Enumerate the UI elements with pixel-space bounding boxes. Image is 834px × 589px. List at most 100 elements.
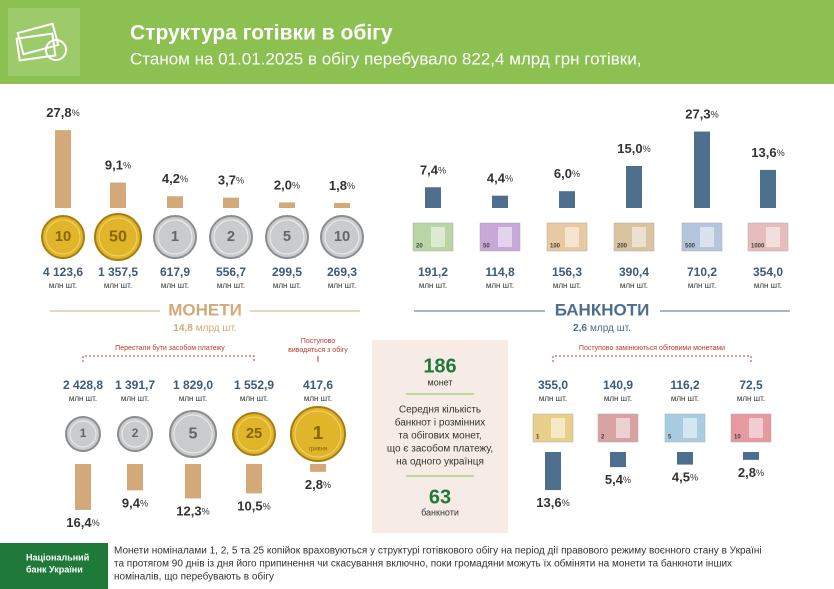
percent-label: 12,3% (176, 504, 209, 519)
percent-label: 2,8% (738, 465, 764, 480)
bar (185, 464, 201, 499)
coin-denomination: 50 (109, 227, 127, 245)
percent-sign: % (643, 144, 651, 154)
banknote-denomination: 2 (601, 435, 605, 441)
amount-unit: млн шт. (121, 394, 149, 403)
coin (265, 215, 309, 259)
percent-value: 16,4 (66, 515, 92, 530)
bracket (552, 355, 752, 362)
coin-denomination: 10 (334, 229, 350, 245)
percent-label: 27,8% (46, 106, 79, 121)
amount: 355,0 (538, 378, 568, 392)
coin-denomination: 5 (283, 229, 291, 245)
group-label: Перестали бути засобом платежу (115, 344, 225, 352)
coin (290, 406, 346, 462)
percent-value: 2,8 (738, 465, 756, 480)
percent-label: 7,4% (420, 163, 446, 178)
amount-unit: млн шт. (49, 281, 77, 290)
amount-unit: млн шт. (304, 394, 332, 403)
banknote-denomination: 10 (734, 435, 741, 441)
total-value: 14,8 (173, 323, 193, 334)
percent-value: 4,5 (672, 470, 690, 485)
percent-value: 9,4 (122, 496, 141, 511)
bar (279, 202, 295, 208)
percent-value: 5,4 (605, 473, 624, 488)
bar (127, 464, 143, 491)
amount: 114,8 (485, 265, 515, 279)
percent-sign: % (756, 468, 764, 478)
percent-sign: % (711, 110, 719, 120)
banknote-portrait (565, 227, 579, 247)
money-icon (15, 22, 67, 62)
percent-sign: % (140, 499, 148, 509)
banknote-portrait (498, 227, 512, 247)
percent-label: 3,7% (218, 173, 244, 188)
amount: 140,9 (603, 378, 633, 392)
total-unit: млрд шт. (196, 323, 237, 334)
amount: 1 391,7 (115, 378, 155, 392)
amount-unit: млн шт. (553, 281, 581, 290)
banknotes-per-capita-label: банкноти (421, 507, 459, 517)
amount: 299,5 (272, 265, 302, 279)
coin-denomination: 1 (80, 426, 87, 440)
amount: 1 829,0 (173, 378, 213, 392)
coin-rim (121, 420, 149, 448)
per-capita-text: на одного українця (396, 457, 484, 468)
coin (65, 416, 101, 452)
amount: 354,0 (753, 265, 783, 279)
percent-label: 13,6% (751, 145, 784, 160)
coin-rim (213, 219, 249, 255)
banknote-portrait (616, 418, 630, 438)
banknote-portrait (551, 418, 565, 438)
coin-rim (236, 416, 272, 452)
percent-value: 13,6 (751, 145, 776, 160)
percent-label: 15,0% (617, 141, 650, 156)
percent-value: 7,4 (420, 163, 439, 178)
amount: 2 428,8 (63, 378, 103, 392)
percent-sign: % (505, 174, 513, 184)
banknote-denomination: 100 (550, 244, 561, 250)
bank-logo (0, 543, 108, 589)
bar (492, 195, 508, 208)
bank-name: банк України (26, 564, 83, 574)
coin (94, 213, 142, 261)
bar (310, 464, 326, 472)
coin-rim (157, 219, 193, 255)
coin (209, 215, 253, 259)
banknote-portrait (431, 227, 445, 247)
percent-label: 4,4% (487, 171, 513, 186)
percent-sign: % (323, 480, 331, 490)
amount: 156,3 (552, 265, 582, 279)
amount: 72,5 (739, 378, 763, 392)
percent-label: 2,8% (305, 477, 331, 492)
bar (760, 169, 776, 208)
amount-unit: млн шт. (328, 281, 356, 290)
coin (153, 215, 197, 259)
amount: 1 357,5 (98, 265, 138, 279)
bar (334, 202, 350, 208)
bar (246, 464, 262, 494)
amount-unit: млн шт. (539, 394, 567, 403)
bank-name: Національний (26, 552, 89, 562)
percent-sign: % (180, 175, 188, 185)
percent-sign: % (572, 170, 580, 180)
per-capita-text: що є засобом платежу, (387, 443, 493, 455)
percent-value: 4,2 (162, 172, 180, 187)
percent-sign: % (92, 518, 100, 528)
section-total: 2,6 млрд шт. (573, 323, 631, 334)
banknote-portrait (683, 418, 697, 438)
percent-value: 4,4 (487, 171, 506, 186)
bar (743, 452, 759, 460)
amount: 710,2 (687, 265, 717, 279)
percent-label: 2,0% (274, 178, 300, 193)
percent-value: 12,3 (176, 504, 201, 519)
coin-rim (324, 219, 360, 255)
banknote-denomination: 200 (617, 244, 628, 250)
banknotes-per-capita: 63 (429, 486, 451, 508)
bracket (82, 355, 255, 362)
group-label: виводяться з обігу (288, 346, 348, 354)
coin (232, 412, 276, 456)
coin-denomination: 1 (171, 229, 179, 245)
banknote-denomination: 1000 (751, 244, 765, 250)
bar (559, 191, 575, 208)
